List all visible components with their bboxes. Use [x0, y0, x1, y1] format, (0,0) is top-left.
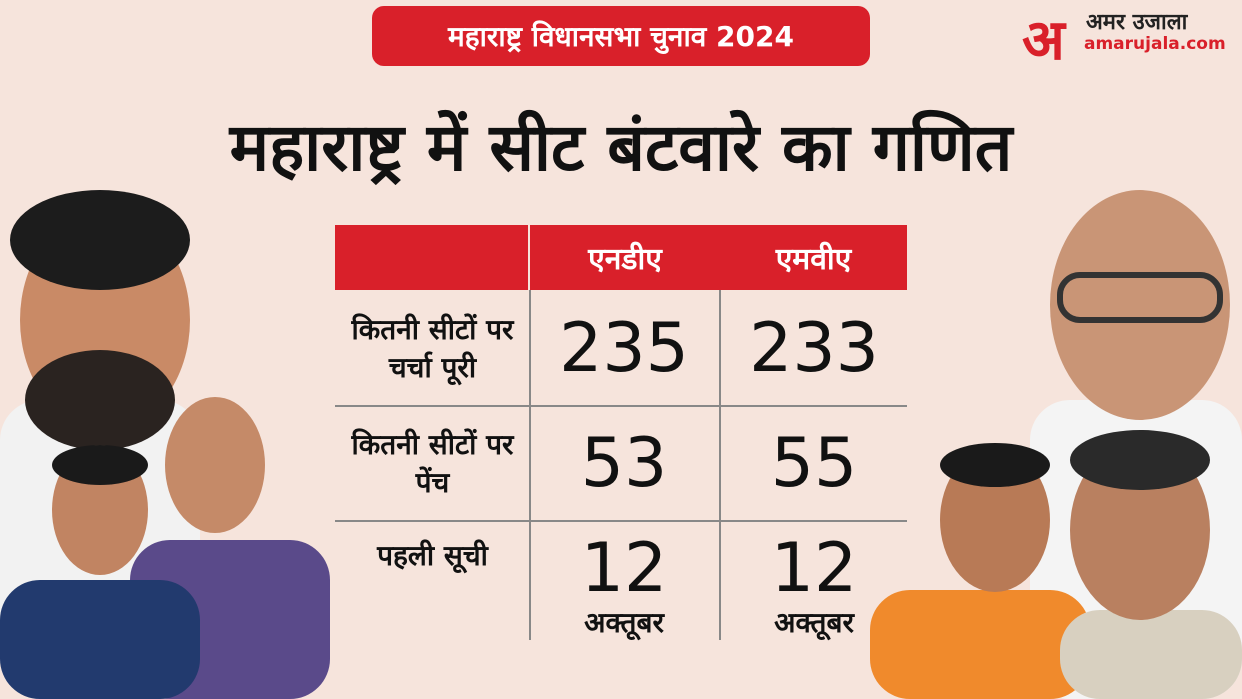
- person-right-3: [1060, 430, 1242, 699]
- cell-value: 53: [580, 424, 668, 503]
- row-label: पहली सूची: [377, 539, 488, 572]
- cell: 233: [720, 315, 908, 383]
- header-blank: [335, 225, 528, 290]
- logo-site: amarujala.com: [1084, 34, 1226, 54]
- row-label: कितनी सीटों पर पेंच: [351, 427, 514, 499]
- row-divider: [335, 520, 907, 522]
- cell-value: 235: [559, 309, 689, 388]
- cell-value: 12: [770, 529, 858, 608]
- person-left-3: [0, 445, 200, 699]
- cell: 12 अक्तूबर: [720, 535, 908, 641]
- column-header: एनडीए: [530, 225, 720, 290]
- cell: 53: [530, 430, 718, 498]
- column-divider: [719, 290, 721, 640]
- column-header: एमवीए: [720, 225, 907, 290]
- cell: 55: [720, 430, 908, 498]
- row-label: कितनी सीटों पर चर्चा पूरी: [351, 312, 514, 384]
- cell-value: 12: [580, 529, 668, 608]
- cell: 12 अक्तूबर: [530, 535, 718, 641]
- cell-sub: अक्तूबर: [774, 606, 854, 639]
- table: एनडीए एमवीए कितनी सीटों पर चर्चा पूरी 235 23…: [335, 225, 907, 640]
- column-divider: [529, 290, 531, 640]
- badge: महाराष्ट्र विधानसभा चुनाव 2024: [372, 6, 870, 66]
- row-divider: [335, 405, 907, 407]
- cell-sub: अक्तूबर: [584, 606, 664, 639]
- title: महाराष्ट्र में सीट बंटवारे का गणित: [229, 109, 1013, 186]
- cell-value: 55: [770, 424, 858, 503]
- person-right-2: [870, 443, 1090, 699]
- logo-name: अमर उजाला: [1086, 10, 1188, 35]
- logo-mark: अ: [1022, 8, 1065, 73]
- cell: 235: [530, 315, 718, 383]
- cell-value: 233: [749, 309, 879, 388]
